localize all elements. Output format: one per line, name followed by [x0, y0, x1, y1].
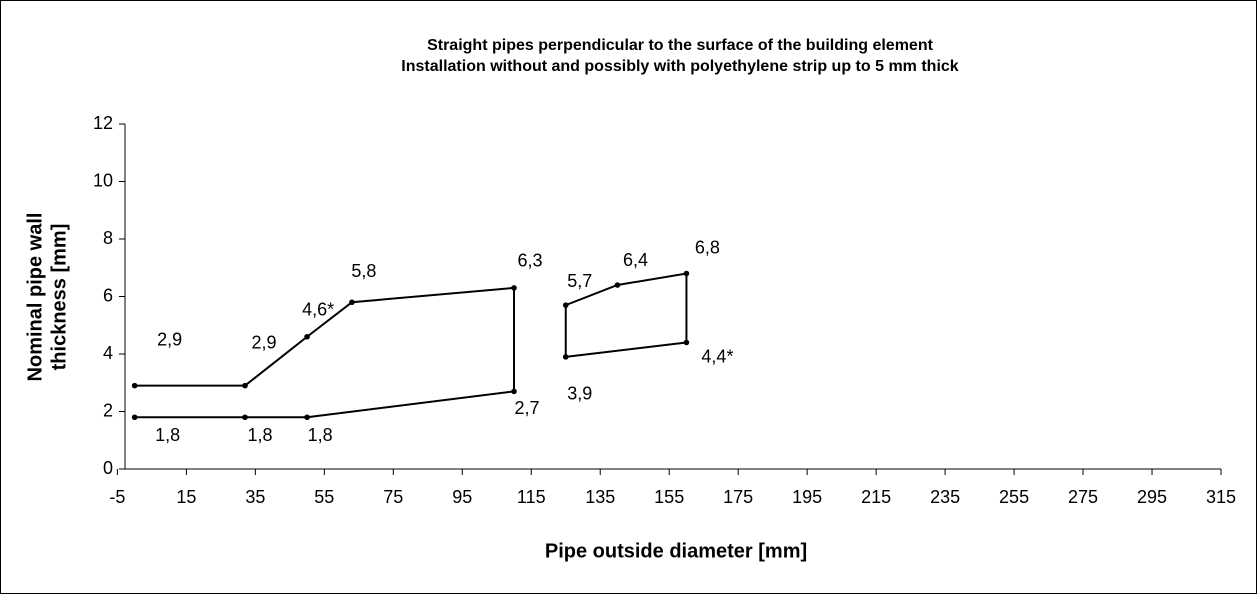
- data-label: 1,8: [247, 425, 272, 445]
- x-tick-label: 255: [999, 487, 1029, 507]
- data-point: [562, 302, 569, 308]
- y-tick-label: 10: [93, 170, 113, 190]
- x-tick-label: 235: [930, 487, 960, 507]
- data-point: [304, 333, 310, 340]
- y-tick-label: 0: [103, 458, 113, 478]
- data-label: 6,8: [695, 237, 720, 257]
- x-tick-label: 135: [585, 487, 615, 507]
- data-label: 1,8: [308, 425, 333, 445]
- y-axis-title: Nominal pipe wall: [24, 213, 46, 382]
- x-tick-label: 95: [452, 487, 472, 507]
- data-point: [242, 382, 248, 389]
- data-label: 3,9: [567, 384, 592, 404]
- data-label: 5,7: [567, 271, 592, 291]
- data-point: [683, 339, 690, 346]
- x-tick-label: 35: [245, 487, 265, 507]
- x-tick-label: 295: [1137, 487, 1167, 507]
- y-tick-label: 12: [93, 113, 113, 133]
- data-point: [614, 282, 621, 288]
- data-point: [683, 270, 690, 277]
- x-tick-label: 175: [723, 487, 753, 507]
- x-axis-title: Pipe outside diameter [mm]: [545, 540, 807, 562]
- chart-title: Straight pipes perpendicular to the surf…: [427, 37, 934, 54]
- data-label: 4,4*: [701, 346, 733, 366]
- y-axis-title: thickness [mm]: [48, 224, 70, 371]
- data-point: [562, 354, 569, 360]
- x-tick-label: 215: [861, 487, 891, 507]
- y-tick-label: 4: [103, 343, 113, 363]
- y-tick-label: 6: [103, 285, 113, 305]
- data-point: [242, 414, 248, 421]
- data-label: 1,8: [155, 425, 180, 445]
- x-tick-label: 115: [517, 487, 546, 507]
- chart-subtitle: Installation without and possibly with p…: [401, 58, 958, 75]
- data-label: 2,9: [157, 329, 182, 349]
- y-tick-label: 8: [103, 228, 113, 248]
- data-label: 4,6*: [302, 300, 334, 320]
- x-tick-label: 315: [1206, 487, 1236, 507]
- x-tick-label: 155: [654, 487, 684, 507]
- data-point: [131, 382, 138, 389]
- x-tick-label: 55: [314, 487, 334, 507]
- x-tick-label: 195: [792, 487, 822, 507]
- data-label: 2,9: [251, 332, 276, 352]
- data-label: 6,4: [623, 250, 648, 270]
- x-tick-label: -5: [109, 487, 125, 507]
- data-label: 6,3: [517, 251, 542, 271]
- data-point: [511, 388, 517, 395]
- data-point: [349, 299, 355, 306]
- data-label: 2,7: [514, 398, 539, 418]
- data-label: 5,8: [351, 261, 376, 281]
- y-tick-label: 2: [103, 400, 113, 420]
- data-point: [131, 414, 138, 421]
- series-line: [564, 272, 688, 359]
- data-point: [304, 414, 310, 421]
- x-tick-label: 75: [383, 487, 403, 507]
- x-tick-label: 275: [1068, 487, 1098, 507]
- x-tick-label: 15: [176, 487, 196, 507]
- data-point: [511, 285, 517, 291]
